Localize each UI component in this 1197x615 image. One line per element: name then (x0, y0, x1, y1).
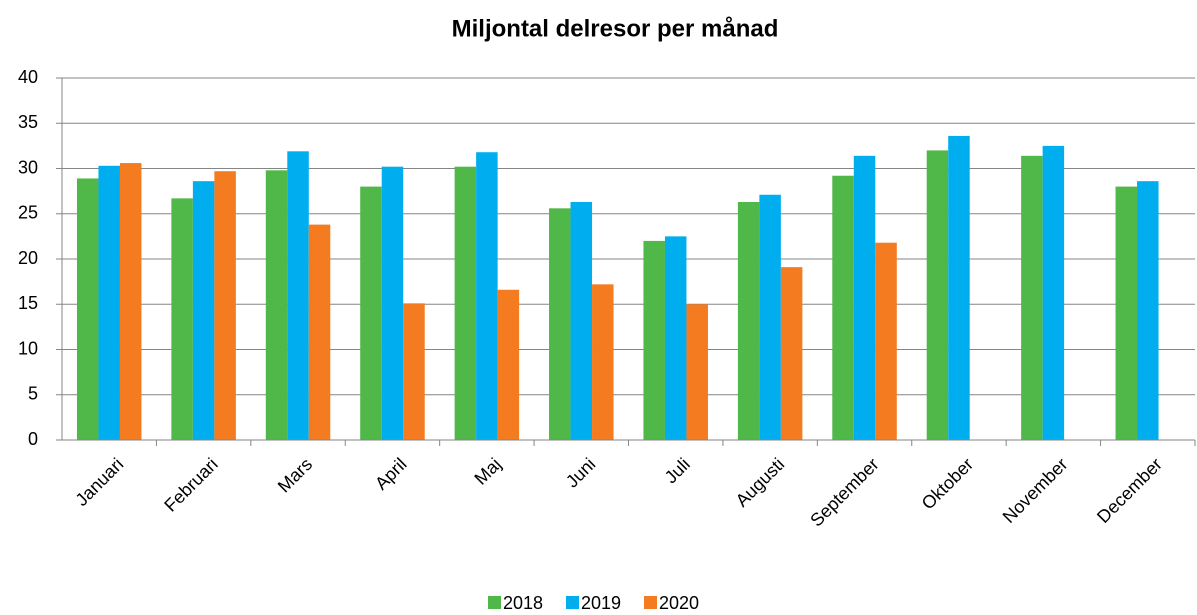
bar (1021, 155, 1043, 440)
x-tick-label: April (371, 454, 411, 494)
bar (1137, 181, 1159, 441)
bar (592, 284, 614, 440)
bar (570, 201, 593, 440)
bar (476, 152, 498, 440)
y-tick-label: 20 (18, 248, 38, 268)
bar (287, 151, 309, 440)
bar (192, 181, 215, 441)
legend-label: 2019 (581, 593, 621, 613)
x-tick-label: Februari (160, 454, 222, 516)
bar (360, 186, 382, 440)
bar (853, 155, 876, 440)
y-tick-label: 35 (18, 112, 38, 132)
legend-swatch (488, 596, 501, 609)
bar (403, 303, 425, 440)
bar (1115, 186, 1138, 440)
bar (737, 201, 760, 440)
x-tick-label: December (1093, 454, 1166, 527)
y-tick-label: 10 (18, 338, 38, 358)
bar (643, 240, 665, 440)
y-tick-label: 30 (18, 157, 38, 177)
bar (926, 150, 949, 440)
bar (381, 166, 404, 440)
y-tick-label: 15 (18, 293, 38, 313)
x-tick-label: Januari (72, 454, 128, 510)
bar (686, 304, 708, 440)
x-tick-label: Maj (470, 454, 505, 489)
legend-swatch (644, 596, 657, 609)
x-tick-label: Juni (562, 454, 599, 491)
x-tick-label: Augusti (732, 454, 789, 511)
bar (214, 171, 236, 440)
legend-label: 2020 (659, 593, 699, 613)
x-tick-label: November (999, 454, 1072, 527)
bar (265, 170, 288, 440)
bar (76, 178, 99, 440)
x-tick-label: Mars (274, 454, 316, 496)
bar (759, 194, 781, 440)
bar (1042, 145, 1065, 440)
bar (664, 236, 687, 440)
chart-title: Miljontal delresor per månad (452, 15, 779, 42)
x-tick-label: Oktober (918, 454, 977, 513)
bar (549, 208, 571, 440)
y-tick-label: 40 (18, 67, 38, 87)
bar (171, 198, 193, 440)
y-tick-label: 5 (28, 384, 38, 404)
bar (454, 166, 477, 440)
bar (119, 163, 142, 440)
x-tick-label: September (806, 454, 882, 530)
y-tick-label: 25 (18, 203, 38, 223)
legend-label: 2018 (503, 593, 543, 613)
y-tick-label: 0 (28, 429, 38, 449)
bar (875, 242, 897, 440)
bar (948, 135, 970, 441)
bar (780, 267, 803, 440)
bar (98, 165, 120, 440)
legend-swatch (566, 596, 579, 609)
bar (308, 224, 331, 440)
bar (832, 175, 854, 441)
bar (497, 289, 520, 440)
x-tick-label: Juli (661, 454, 694, 487)
